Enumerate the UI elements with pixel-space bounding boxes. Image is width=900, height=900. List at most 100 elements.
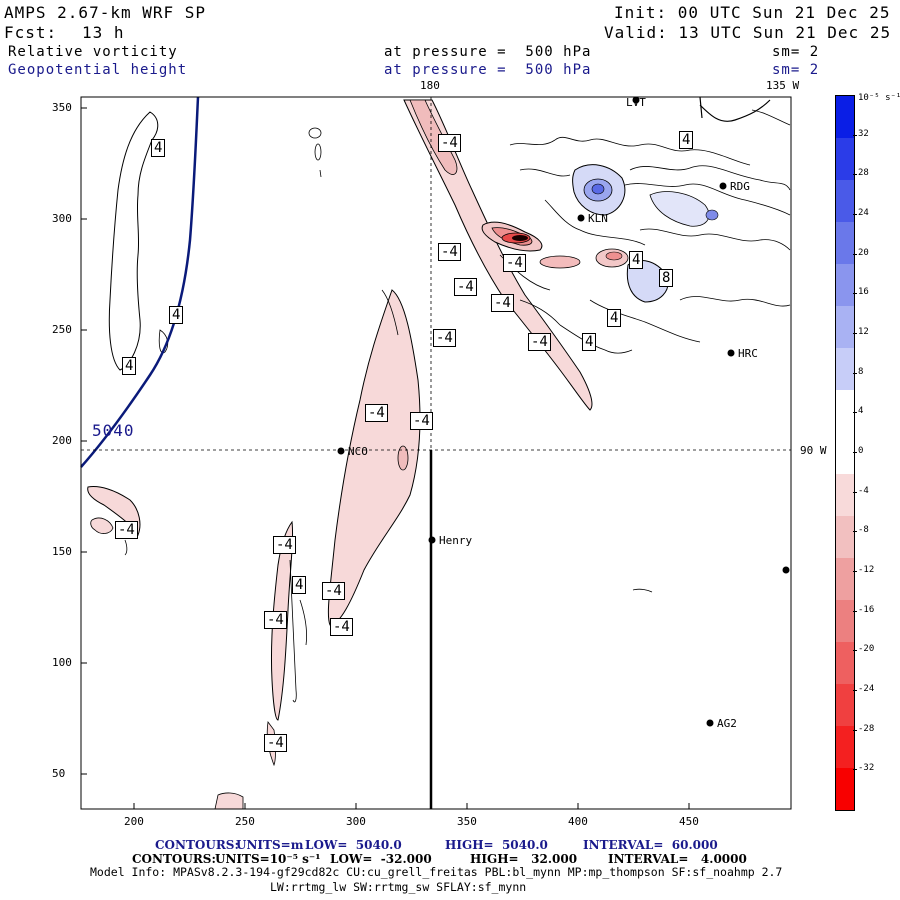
colorbar-label: -24 xyxy=(858,684,875,694)
colorbar-tick xyxy=(853,729,857,731)
station-dot-ag2 xyxy=(706,719,714,727)
colorbar-label: -28 xyxy=(858,723,875,734)
station-markers xyxy=(337,96,790,727)
contour-value-label: 4 xyxy=(151,139,166,157)
colorbar-unit: 10⁻⁵ s⁻¹ xyxy=(858,93,900,103)
contour-value-label: 4 xyxy=(607,309,622,327)
colorbar-tick xyxy=(853,452,857,453)
colorbar-tick xyxy=(853,491,857,493)
colorbar-tick xyxy=(853,650,857,652)
smooth2-label: sm= 2 xyxy=(772,62,820,78)
colorbar-tick xyxy=(853,610,857,612)
colorbar-tick xyxy=(853,769,857,771)
colorbar-label: 0 xyxy=(858,446,864,456)
meridian2-label: 135 W xyxy=(766,79,800,92)
field1-label: Relative vorticity xyxy=(8,44,178,60)
station-dot-edge xyxy=(782,566,790,574)
colorbar-tick xyxy=(853,293,857,295)
colorbar-tick xyxy=(853,214,857,215)
y-tick: 200 xyxy=(52,434,72,447)
vorticity-band-central xyxy=(327,289,421,626)
colorbar xyxy=(835,95,855,811)
colorbar-tick xyxy=(853,134,857,136)
y-tick: 250 xyxy=(52,323,72,336)
colorbar-swatch xyxy=(836,138,854,180)
station-dot-kln xyxy=(577,214,585,222)
footer-contours1: CONTOURS: xyxy=(155,838,239,852)
field2-label: Geopotential height xyxy=(8,62,188,78)
colorbar-swatch xyxy=(836,558,854,600)
contour-value-label: 4 xyxy=(122,357,137,375)
colorbar-label: 32 xyxy=(858,128,869,139)
contour-value-label: -4 xyxy=(454,278,477,296)
latline-label: 90 W xyxy=(800,444,827,457)
contour-value-label: -4 xyxy=(264,611,287,629)
colorbar-swatch xyxy=(836,222,854,264)
colorbar-tick xyxy=(853,333,857,334)
station-lvt: LVT xyxy=(626,96,646,109)
vorticity-band-upper xyxy=(403,99,593,411)
colorbar-label: 24 xyxy=(858,208,869,218)
colorbar-label: -4 xyxy=(858,485,869,496)
contour-value-label: 4 xyxy=(629,251,644,269)
positive-contour-left xyxy=(108,111,159,371)
colorbar-swatch xyxy=(836,306,854,348)
contour-value-label: 4 xyxy=(679,131,694,149)
footer-low2: LOW= -32.000 xyxy=(330,852,432,866)
colorbar-label: -32 xyxy=(858,763,875,774)
meridian-label: 180 xyxy=(420,79,440,92)
colorbar-swatch xyxy=(836,516,854,558)
colorbar-swatch xyxy=(836,348,854,390)
station-henry: Henry xyxy=(439,534,473,547)
contour-value-label: -4 xyxy=(438,243,461,261)
footer-interval1: INTERVAL= 60.000 xyxy=(583,838,718,852)
footer-units1: UNITS=m xyxy=(236,838,304,852)
colorbar-swatch xyxy=(836,726,854,768)
colorbar-tick xyxy=(853,412,857,414)
station-dot-henry xyxy=(428,536,436,544)
footer-low1: LOW= 5040.0 xyxy=(305,838,402,852)
footer-high1: HIGH= 5040.0 xyxy=(445,838,548,852)
init-time: Init: 00 UTC Sun 21 Dec 25 xyxy=(614,3,891,22)
smooth1-label: sm= 2 xyxy=(772,44,820,60)
colorbar-swatch xyxy=(836,474,854,516)
contour-value-label: -4 xyxy=(528,333,551,351)
footer-high2: HIGH= 32.000 xyxy=(470,852,578,866)
x-tick: 450 xyxy=(679,815,699,828)
x-tick: 300 xyxy=(346,815,366,828)
station-dot-lvt xyxy=(632,96,640,104)
footer-model-info: Model Info: MPASv8.2.3-194-gf29cd82c CU:… xyxy=(90,865,783,879)
valid-time: Valid: 13 UTC Sun 21 Dec 25 xyxy=(604,23,892,42)
colorbar-swatch xyxy=(836,684,854,726)
colorbar-tick xyxy=(853,571,857,572)
model-title: AMPS 2.67-km WRF SP xyxy=(4,3,207,22)
colorbar-label: 20 xyxy=(858,247,869,258)
footer-model-info2: LW:rrtmg_lw SW:rrtmg_sw SFLAY:sf_mynn xyxy=(270,880,527,894)
y-tick: 50 xyxy=(52,767,66,780)
colorbar-swatch xyxy=(836,768,854,810)
y-tick: 100 xyxy=(52,656,72,669)
colorbar-label: 16 xyxy=(858,287,869,298)
colorbar-label: 12 xyxy=(858,327,869,337)
station-ag2: AG2 xyxy=(717,717,737,730)
contour-value-label: -4 xyxy=(365,404,388,422)
colorbar-label: -8 xyxy=(858,525,869,536)
contour-value-label: -4 xyxy=(410,412,433,430)
footer-contours2: CONTOURS: xyxy=(132,852,216,866)
forecast-label: Fcst: xyxy=(4,23,58,42)
colorbar-swatch xyxy=(836,180,854,222)
x-tick: 250 xyxy=(235,815,255,828)
pressure1-label: at pressure = 500 hPa xyxy=(384,44,592,60)
contour-value-label: 4 xyxy=(169,306,184,324)
pressure2-label: at pressure = 500 hPa xyxy=(384,62,592,78)
colorbar-swatch xyxy=(836,390,854,432)
contour-value-label: 4 xyxy=(582,333,597,351)
height-label: 5040 xyxy=(92,421,135,440)
colorbar-label: -20 xyxy=(858,644,875,655)
contour-value-label: -4 xyxy=(322,582,345,600)
contour-value-label: -4 xyxy=(433,329,456,347)
contour-value-label: -4 xyxy=(491,294,514,312)
y-tick: 350 xyxy=(52,101,72,114)
colorbar-swatch xyxy=(836,96,854,138)
colorbar-swatch xyxy=(836,264,854,306)
